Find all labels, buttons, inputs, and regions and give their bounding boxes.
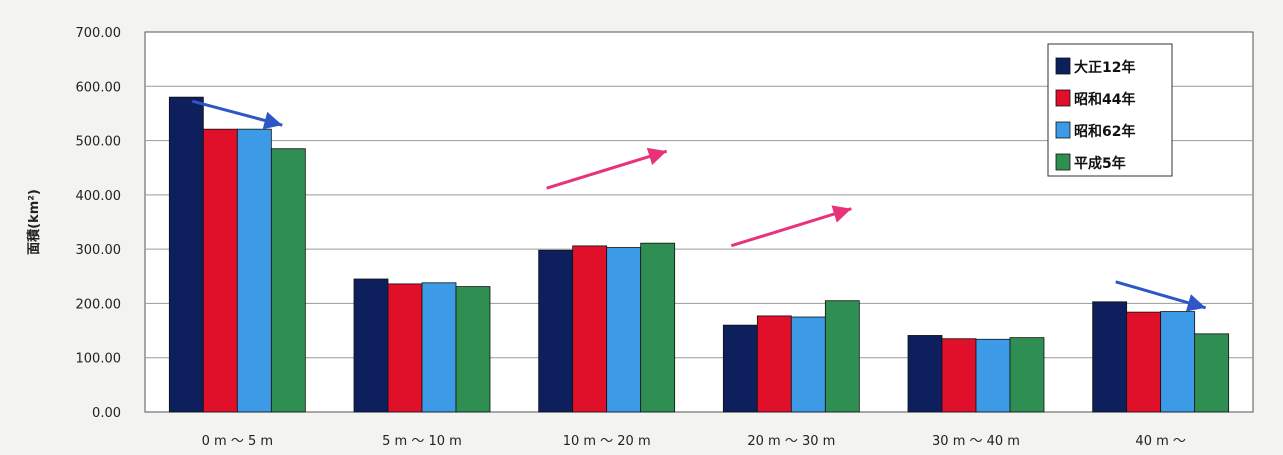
bars: [168, 96, 1230, 413]
bar: [756, 315, 792, 413]
bar: [640, 242, 676, 413]
x-tick-label: 20 m ～ 30 m: [747, 434, 835, 449]
y-tick-label: 100.00: [76, 352, 122, 367]
bar: [270, 148, 306, 413]
y-axis-label: 面積(km²): [26, 189, 42, 255]
bar: [824, 300, 860, 413]
y-tick-label: 700.00: [76, 26, 122, 41]
bar: [455, 286, 491, 413]
legend-swatch: [1055, 57, 1071, 75]
bar: [722, 324, 758, 413]
trend-arrow-up: [546, 147, 668, 190]
bar: [1009, 337, 1045, 413]
bar: [975, 338, 1011, 413]
legend-label: 昭和44年: [1074, 91, 1135, 108]
legend-label: 昭和62年: [1074, 123, 1135, 140]
bar: [606, 247, 642, 413]
bar: [387, 283, 423, 413]
bar: [1092, 301, 1128, 413]
y-axis-ticks: 0.00 100.00 200.00 300.00 400.00 500.00 600.00…: [76, 26, 122, 421]
bar: [790, 316, 826, 413]
y-tick-label: 300.00: [76, 243, 122, 258]
bar: [421, 282, 457, 413]
x-tick-label: 30 m ～ 40 m: [932, 434, 1020, 449]
bar: [202, 128, 238, 413]
trend-arrow-down: [1115, 280, 1207, 312]
x-tick-label: 5 m ～ 10 m: [382, 434, 462, 449]
bar: [572, 245, 608, 413]
bar: [168, 96, 204, 413]
legend-swatch: [1055, 153, 1071, 171]
y-tick-label: 0.00: [92, 406, 121, 421]
bar: [907, 335, 943, 413]
legend-swatch: [1055, 89, 1071, 107]
bar: [1160, 311, 1196, 413]
bar: [236, 128, 272, 413]
bar: [941, 338, 977, 413]
y-tick-label: 400.00: [76, 189, 122, 204]
legend-swatch: [1055, 121, 1071, 139]
bar: [1194, 333, 1230, 413]
y-tick-label: 600.00: [76, 80, 122, 95]
legend-label: 平成5年: [1074, 155, 1126, 172]
x-tick-label: 0 m ～ 5 m: [202, 434, 273, 449]
trend-arrows: [191, 99, 1207, 312]
y-tick-label: 200.00: [76, 297, 122, 312]
trend-arrow-up: [730, 205, 852, 248]
bar: [353, 278, 389, 413]
x-tick-label: 10 m ～ 20 m: [563, 434, 651, 449]
bar: [1126, 311, 1162, 413]
x-axis-ticks: 0 m ～ 5 m 5 m ～ 10 m 10 m ～ 20 m 20 m ～ 30 …: [202, 434, 1186, 449]
x-tick-label: 40 m ～: [1135, 434, 1185, 449]
legend-label: 大正12年: [1074, 59, 1135, 76]
y-tick-label: 500.00: [76, 135, 122, 150]
bar: [538, 249, 574, 413]
trend-arrow-down: [191, 99, 283, 130]
